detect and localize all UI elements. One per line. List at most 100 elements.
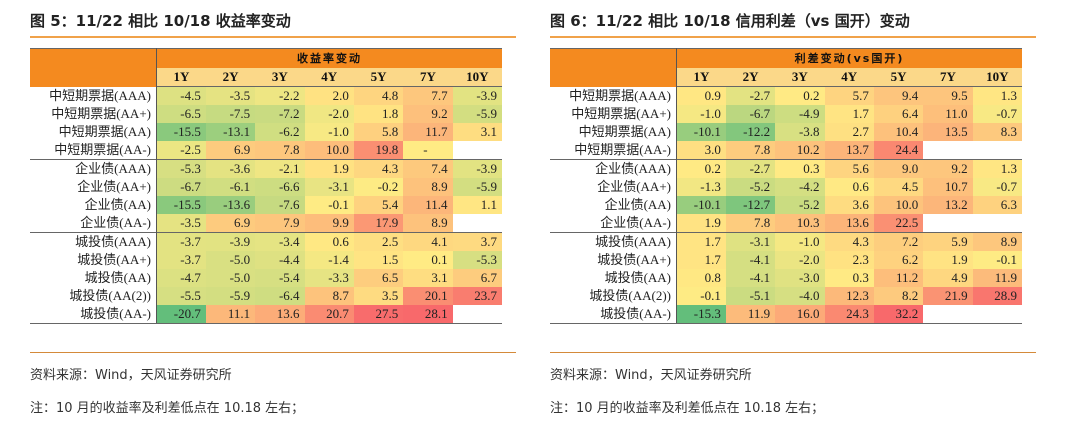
value-cell: -13.6 bbox=[205, 196, 256, 214]
value-cell: -2.1 bbox=[255, 159, 305, 178]
value-cell: 8.9 bbox=[403, 178, 453, 196]
table-header-title: 收益率变动 bbox=[156, 48, 502, 68]
row-label: 城投债(AA+) bbox=[550, 251, 677, 269]
value-cell: -2.7 bbox=[725, 86, 776, 105]
value-cell: -4.4 bbox=[255, 251, 305, 269]
value-cell: -5.1 bbox=[725, 287, 776, 305]
value-cell: 4.1 bbox=[403, 232, 453, 251]
corner-cell bbox=[30, 48, 157, 87]
value-cell: 0.9 bbox=[676, 86, 726, 105]
value-cell: 23.7 bbox=[452, 287, 502, 305]
table-row: 中短期票据(AA-) -2.5 6.9 7.8 10.0 19.8- bbox=[30, 141, 502, 160]
value-cell: 6.2 bbox=[873, 251, 924, 269]
value-cell: 8.3 bbox=[972, 123, 1022, 141]
figure-5-bottom-rule bbox=[30, 352, 516, 353]
value-cell: 1.3 bbox=[972, 159, 1022, 178]
value-cell: -3.0 bbox=[775, 269, 825, 287]
value-cell: -3.9 bbox=[452, 86, 502, 105]
value-cell: 13.2 bbox=[923, 196, 973, 214]
value-cell: 8.7 bbox=[304, 287, 354, 305]
value-cell: 2.3 bbox=[824, 251, 874, 269]
value-cell: -1.0 bbox=[775, 232, 825, 251]
row-label: 企业债(AAA) bbox=[550, 159, 677, 178]
value-cell bbox=[452, 214, 502, 233]
tenor-header: 2Y bbox=[205, 68, 256, 87]
value-cell: 10.2 bbox=[775, 141, 825, 160]
row-label: 企业债(AAA) bbox=[30, 159, 157, 178]
table-header-title: 利差变动(vs国开) bbox=[676, 48, 1022, 68]
value-cell: -5.0 bbox=[205, 269, 256, 287]
value-cell: 6.9 bbox=[205, 141, 256, 160]
value-cell: 7.9 bbox=[255, 214, 305, 233]
value-cell bbox=[972, 305, 1022, 324]
value-cell: -3.7 bbox=[156, 251, 206, 269]
value-cell: -5.9 bbox=[452, 178, 502, 196]
tenor-header: 3Y bbox=[775, 68, 825, 87]
value-cell: 0.1 bbox=[403, 251, 453, 269]
value-cell: -6.7 bbox=[725, 105, 776, 123]
yield-change-table: 收益率变动 1Y 2Y 3Y 4Y 5Y 7Y 10Y 中短期票据(AAA) -4.5 -3.5… bbox=[30, 48, 502, 324]
value-cell: -3.1 bbox=[304, 178, 354, 196]
value-cell: 8.9 bbox=[972, 232, 1022, 251]
value-cell: 16.0 bbox=[775, 305, 825, 324]
value-cell: -3.5 bbox=[156, 214, 206, 233]
value-cell: 8.9 bbox=[403, 214, 453, 233]
value-cell: -5.3 bbox=[452, 251, 502, 269]
figure-6-title: 图 6：11/22 相比 10/18 信用利差（vs 国开）变动 bbox=[550, 12, 910, 30]
value-cell: 11.2 bbox=[873, 269, 924, 287]
value-cell bbox=[452, 141, 502, 160]
row-label: 企业债(AA-) bbox=[30, 214, 157, 233]
value-cell: -1.3 bbox=[676, 178, 726, 196]
value-cell: -7.6 bbox=[255, 196, 305, 214]
tenor-header: 10Y bbox=[972, 68, 1022, 87]
table-row: 城投债(AA(2)) -5.5 -5.9 -6.4 8.7 3.5 20.1 23.7 bbox=[30, 287, 502, 305]
value-cell: -7.2 bbox=[255, 105, 305, 123]
figure-5-title: 图 5：11/22 相比 10/18 收益率变动 bbox=[30, 12, 291, 30]
value-cell: 20.7 bbox=[304, 305, 354, 324]
value-cell: 0.8 bbox=[676, 269, 726, 287]
value-cell: -1.4 bbox=[304, 251, 354, 269]
row-label: 城投债(AA-) bbox=[30, 305, 157, 324]
value-cell: -3.1 bbox=[725, 232, 776, 251]
value-cell: -6.7 bbox=[156, 178, 206, 196]
value-cell: -7.5 bbox=[205, 105, 256, 123]
value-cell: 7.4 bbox=[403, 159, 453, 178]
value-cell: -0.2 bbox=[353, 178, 404, 196]
value-cell: 9.5 bbox=[923, 86, 973, 105]
value-cell: 11.9 bbox=[725, 305, 776, 324]
row-label: 城投债(AA-) bbox=[550, 305, 677, 324]
value-cell: 4.5 bbox=[873, 178, 924, 196]
value-cell: 10.4 bbox=[873, 123, 924, 141]
table-row: 中短期票据(AAA) 0.9 -2.7 0.2 5.7 9.4 9.5 1.3 bbox=[550, 86, 1022, 105]
value-cell: 5.9 bbox=[923, 232, 973, 251]
value-cell: 21.9 bbox=[923, 287, 973, 305]
row-label: 中短期票据(AA) bbox=[550, 123, 677, 141]
value-cell: 1.8 bbox=[353, 105, 404, 123]
value-cell: 1.1 bbox=[452, 196, 502, 214]
value-cell: -15.5 bbox=[156, 123, 206, 141]
value-cell: 3.6 bbox=[824, 196, 874, 214]
value-cell: 4.3 bbox=[353, 159, 404, 178]
value-cell: 13.6 bbox=[255, 305, 305, 324]
value-cell: -3.8 bbox=[775, 123, 825, 141]
value-cell bbox=[923, 305, 973, 324]
value-cell: -6.4 bbox=[255, 287, 305, 305]
value-cell: 9.4 bbox=[873, 86, 924, 105]
value-cell bbox=[972, 141, 1022, 160]
table-row: 企业债(AA) -10.1 -12.7 -5.2 3.6 10.0 13.2 6.3 bbox=[550, 196, 1022, 214]
row-label: 城投债(AA(2)) bbox=[550, 287, 677, 305]
table-row: 中短期票据(AA+) -1.0 -6.7 -4.9 1.7 6.4 11.0 -0.7 bbox=[550, 105, 1022, 123]
figure-5-top-rule bbox=[30, 36, 516, 38]
footnote: 注：10 月的收益率及利差低点在 10.18 左右； bbox=[30, 401, 305, 416]
value-cell: 11.1 bbox=[205, 305, 256, 324]
row-label: 城投债(AAA) bbox=[550, 232, 677, 251]
value-cell: 3.1 bbox=[403, 269, 453, 287]
tenor-header-row: 1Y 2Y 3Y 4Y 5Y 7Y 10Y bbox=[550, 68, 1022, 87]
row-label: 企业债(AA+) bbox=[550, 178, 677, 196]
table-row: 中短期票据(AA+) -6.5 -7.5 -7.2 -2.0 1.8 9.2 -5.9 bbox=[30, 105, 502, 123]
value-cell: 9.9 bbox=[304, 214, 354, 233]
value-cell: -4.9 bbox=[775, 105, 825, 123]
value-cell: 1.9 bbox=[304, 159, 354, 178]
value-cell: 8.2 bbox=[873, 287, 924, 305]
row-label: 企业债(AA) bbox=[30, 196, 157, 214]
